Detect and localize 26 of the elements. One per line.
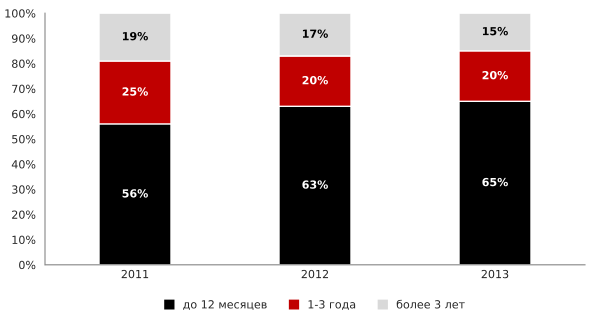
data-label: 56%: [122, 189, 148, 198]
data-label: 17%: [302, 29, 328, 38]
data-label: 25%: [122, 87, 148, 96]
legend-label: более 3 лет: [396, 300, 465, 309]
data-label: 15%: [482, 26, 508, 36]
y-tick-label: 0%: [19, 260, 36, 270]
y-tick-label: 40%: [12, 160, 36, 169]
y-tick-label: 60%: [12, 110, 36, 118]
data-label: 65%: [482, 178, 508, 186]
y-tick-label: 90%: [12, 34, 36, 43]
x-tick-label: 2012: [302, 270, 328, 278]
data-label: 20%: [302, 76, 328, 84]
legend-label: до 12 месяцев: [183, 300, 267, 310]
y-tick-label: 30%: [12, 185, 36, 194]
y-tick-label: 20%: [12, 210, 36, 219]
data-label: 63%: [302, 180, 328, 189]
x-tick-label: 2013: [482, 270, 508, 278]
y-tick-label: 50%: [12, 134, 36, 144]
legend-label: 1-3 года: [308, 300, 356, 310]
y-tick-label: 10%: [12, 236, 36, 244]
y-tick-label: 80%: [12, 60, 36, 68]
data-label: 19%: [122, 32, 148, 40]
data-label: 20%: [482, 70, 508, 80]
x-tick-label: 2011: [122, 270, 148, 278]
y-tick-label: 100%: [5, 9, 36, 18]
y-tick-label: 70%: [12, 84, 36, 94]
